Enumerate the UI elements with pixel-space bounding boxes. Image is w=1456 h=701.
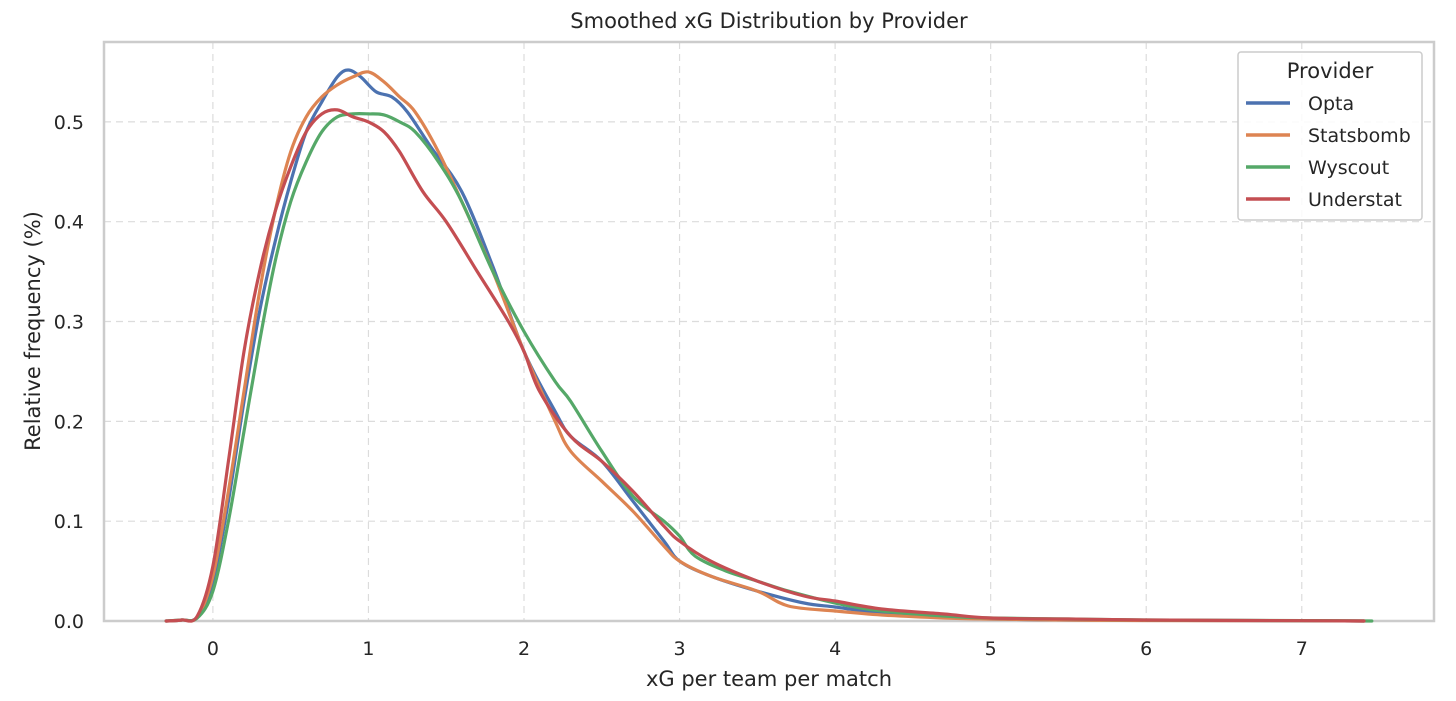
x-tick-label: 5 (985, 638, 997, 660)
legend-items: Opta Statsbomb Wyscout Understat (1246, 93, 1411, 211)
x-tick-label: 4 (829, 638, 841, 660)
y-tick-label: 0.1 (54, 511, 84, 533)
series-lines (164, 68, 1374, 623)
x-tick-label: 6 (1140, 638, 1152, 660)
legend-item-statsbomb: Statsbomb (1246, 125, 1411, 147)
plot-frame (102, 40, 1436, 623)
y-tick-label: 0.2 (54, 411, 84, 433)
x-axis-label: xG per team per match (646, 667, 892, 691)
legend-item-understat: Understat (1246, 189, 1402, 211)
legend: Provider Opta Statsbomb Wyscout Understat (1237, 51, 1423, 221)
legend-title: Provider (1287, 59, 1374, 83)
series-line-statsbomb (164, 70, 1366, 623)
legend-label-wyscout: Wyscout (1308, 157, 1389, 179)
legend-item-wyscout: Wyscout (1246, 157, 1389, 179)
y-axis-label: Relative frequency (%) (21, 211, 45, 451)
x-tick-label: 3 (674, 638, 686, 660)
x-tick-label: 7 (1296, 638, 1308, 660)
legend-item-opta: Opta (1246, 93, 1354, 115)
x-tick-label: 1 (362, 638, 374, 660)
series-line-opta (164, 68, 1366, 623)
y-tick-label: 0.4 (54, 212, 84, 234)
chart-title: Smoothed xG Distribution by Provider (570, 9, 968, 33)
legend-label-opta: Opta (1308, 93, 1354, 115)
series-line-understat (164, 108, 1366, 623)
legend-label-statsbomb: Statsbomb (1308, 125, 1411, 147)
x-tick-label: 2 (518, 638, 530, 660)
legend-box (1237, 51, 1423, 221)
x-axis-ticks: 0 1 2 3 4 5 6 7 (207, 638, 1308, 660)
y-tick-label: 0.5 (54, 112, 84, 134)
legend-label-understat: Understat (1308, 189, 1402, 211)
x-tick-label: 0 (207, 638, 219, 660)
y-tick-label: 0.0 (54, 611, 84, 633)
grid (104, 42, 1434, 622)
y-tick-label: 0.3 (54, 312, 84, 334)
y-axis-ticks: 0.0 0.1 0.2 0.3 0.4 0.5 (54, 112, 84, 633)
series-line-wyscout (164, 112, 1374, 623)
